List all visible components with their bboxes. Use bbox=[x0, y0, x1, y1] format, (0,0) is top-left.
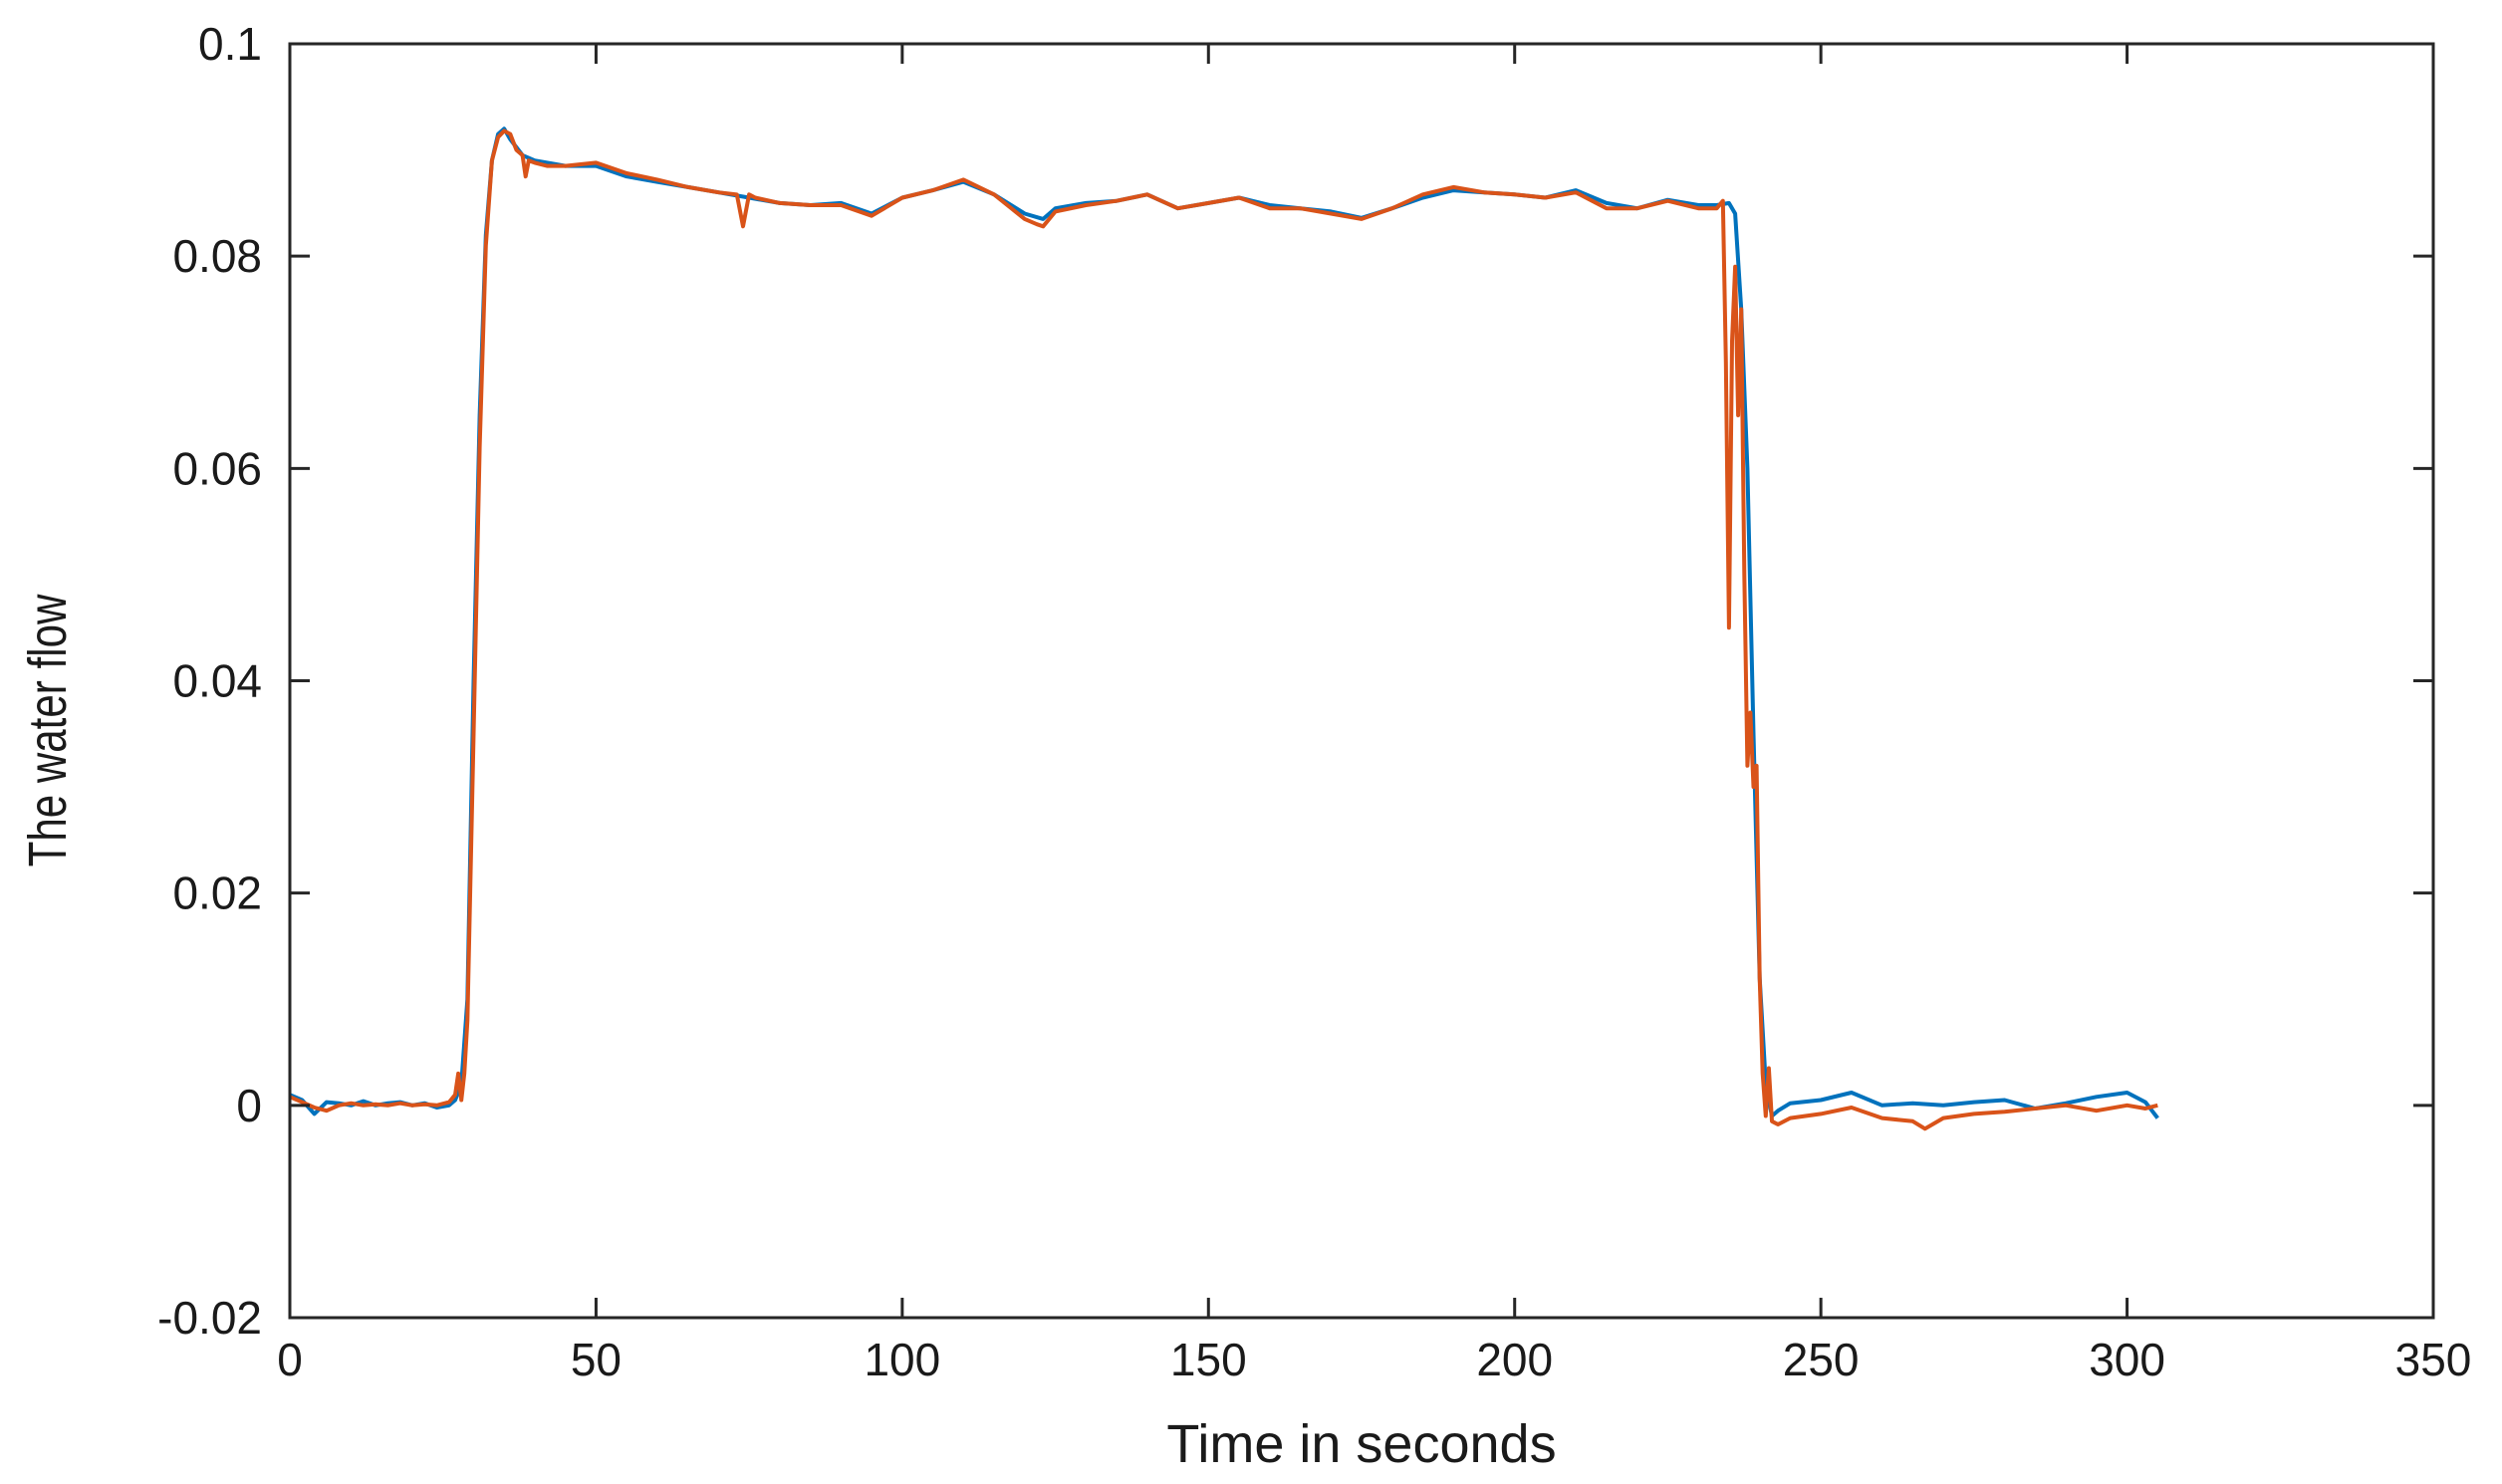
x-tick-label: 250 bbox=[1783, 1334, 1860, 1385]
y-tick-label: 0.06 bbox=[172, 442, 262, 494]
y-tick-label: 0.08 bbox=[172, 230, 262, 282]
x-tick-label: 100 bbox=[864, 1334, 940, 1385]
x-tick-label: 200 bbox=[1476, 1334, 1553, 1385]
x-tick-label: 150 bbox=[1170, 1334, 1247, 1385]
x-tick-label: 0 bbox=[277, 1334, 303, 1385]
y-axis: -0.02 0 0.02 0.04 0.06 0.08 0.1 bbox=[157, 18, 2433, 1344]
x-tick-label: 300 bbox=[2089, 1334, 2165, 1385]
y-tick-label: 0.1 bbox=[198, 18, 262, 70]
y-tick-label: 0.04 bbox=[172, 655, 262, 707]
y-tick-label: 0 bbox=[236, 1080, 262, 1131]
x-axis-label: Time in seconds bbox=[1166, 1414, 1556, 1474]
x-tick-label: 50 bbox=[571, 1334, 622, 1385]
y-tick-label: -0.02 bbox=[157, 1292, 262, 1344]
y-axis-label: The water flow bbox=[18, 594, 78, 867]
series-layer bbox=[289, 126, 2159, 1131]
y-tick-label: 0.02 bbox=[172, 867, 262, 919]
series-line-2 bbox=[289, 128, 2158, 1131]
x-axis: 0 50 100 150 200 250 300 350 bbox=[277, 44, 2471, 1385]
x-tick-label: 350 bbox=[2395, 1334, 2472, 1385]
